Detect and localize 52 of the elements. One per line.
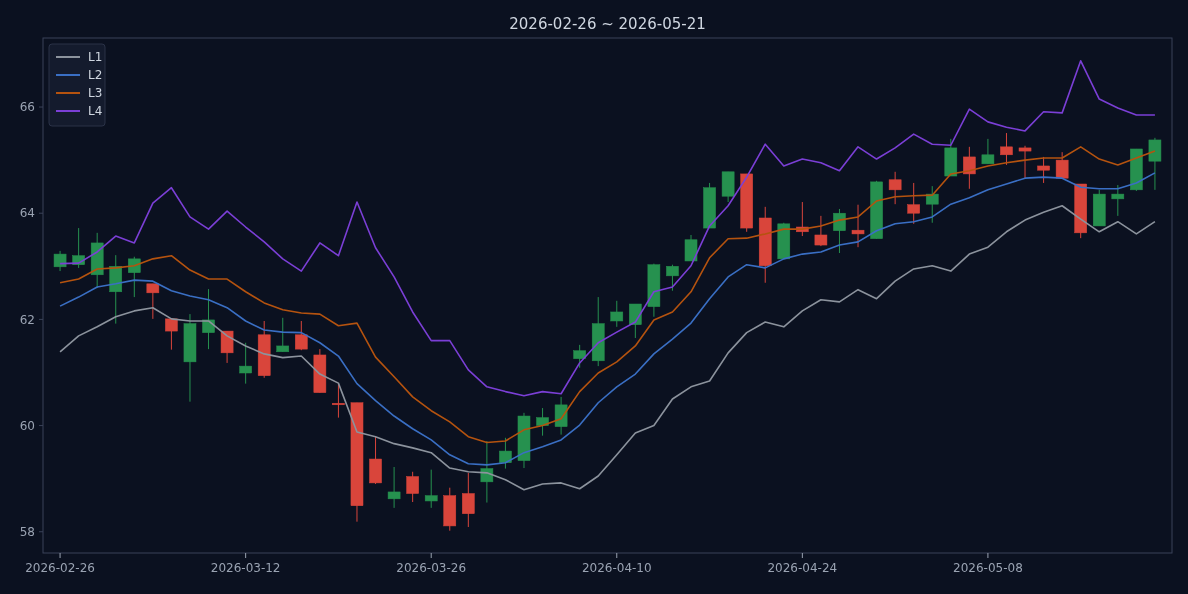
chart-title: 2026-02-26 ~ 2026-05-21 xyxy=(509,15,706,33)
candlestick xyxy=(963,146,976,190)
candlestick xyxy=(833,208,846,254)
candlestick xyxy=(666,264,679,292)
line-series xyxy=(59,204,1156,491)
legend-label: L4 xyxy=(88,104,103,119)
x-tick-label: 2026-04-10 xyxy=(581,561,652,575)
candlestick xyxy=(888,171,902,205)
candlestick xyxy=(332,383,345,419)
candlestick xyxy=(981,138,995,165)
candlestick xyxy=(387,466,401,509)
candlestick xyxy=(480,440,494,504)
candlestick xyxy=(295,320,308,351)
y-tick-label: 60 xyxy=(19,418,35,433)
x-tick-label: 2026-03-26 xyxy=(396,561,467,575)
legend-label: L1 xyxy=(88,50,103,65)
candlestick xyxy=(1148,137,1162,191)
legend-label: L2 xyxy=(88,68,103,83)
candlestick xyxy=(499,437,512,470)
y-tick-label: 58 xyxy=(19,524,35,539)
x-tick-label: 2026-04-24 xyxy=(767,561,838,575)
candlestick xyxy=(610,300,624,328)
y-tick-label: 66 xyxy=(19,100,35,115)
candlestick xyxy=(573,344,586,369)
legend-label: L3 xyxy=(88,86,103,101)
candlestick xyxy=(1037,156,1050,184)
x-tick-label: 2026-02-26 xyxy=(25,561,95,575)
candlestick xyxy=(907,182,920,225)
candlestick xyxy=(424,469,438,509)
x-tick-label: 2026-03-12 xyxy=(210,561,281,575)
candlestick xyxy=(629,303,642,339)
candlestick xyxy=(925,185,939,224)
y-tick-label: 64 xyxy=(19,206,35,221)
candlestick xyxy=(1000,132,1013,166)
candlestick xyxy=(1018,145,1032,179)
candlestick xyxy=(462,472,475,528)
candlestick xyxy=(1055,151,1069,179)
candlestick xyxy=(239,342,252,385)
candlestick xyxy=(814,215,828,247)
candlestick xyxy=(406,471,419,503)
candlestick xyxy=(220,330,234,364)
candlestick xyxy=(684,234,698,262)
candlestick xyxy=(146,283,160,320)
candlestick xyxy=(851,204,865,248)
y-tick-label: 62 xyxy=(19,312,35,327)
candlestick xyxy=(1111,184,1125,217)
candlestick xyxy=(276,317,290,353)
candlestick xyxy=(165,318,178,351)
candlestick xyxy=(369,436,382,485)
x-tick-label: 2026-05-08 xyxy=(953,561,1023,575)
candlestick xyxy=(554,396,568,436)
candlestick xyxy=(53,250,67,272)
